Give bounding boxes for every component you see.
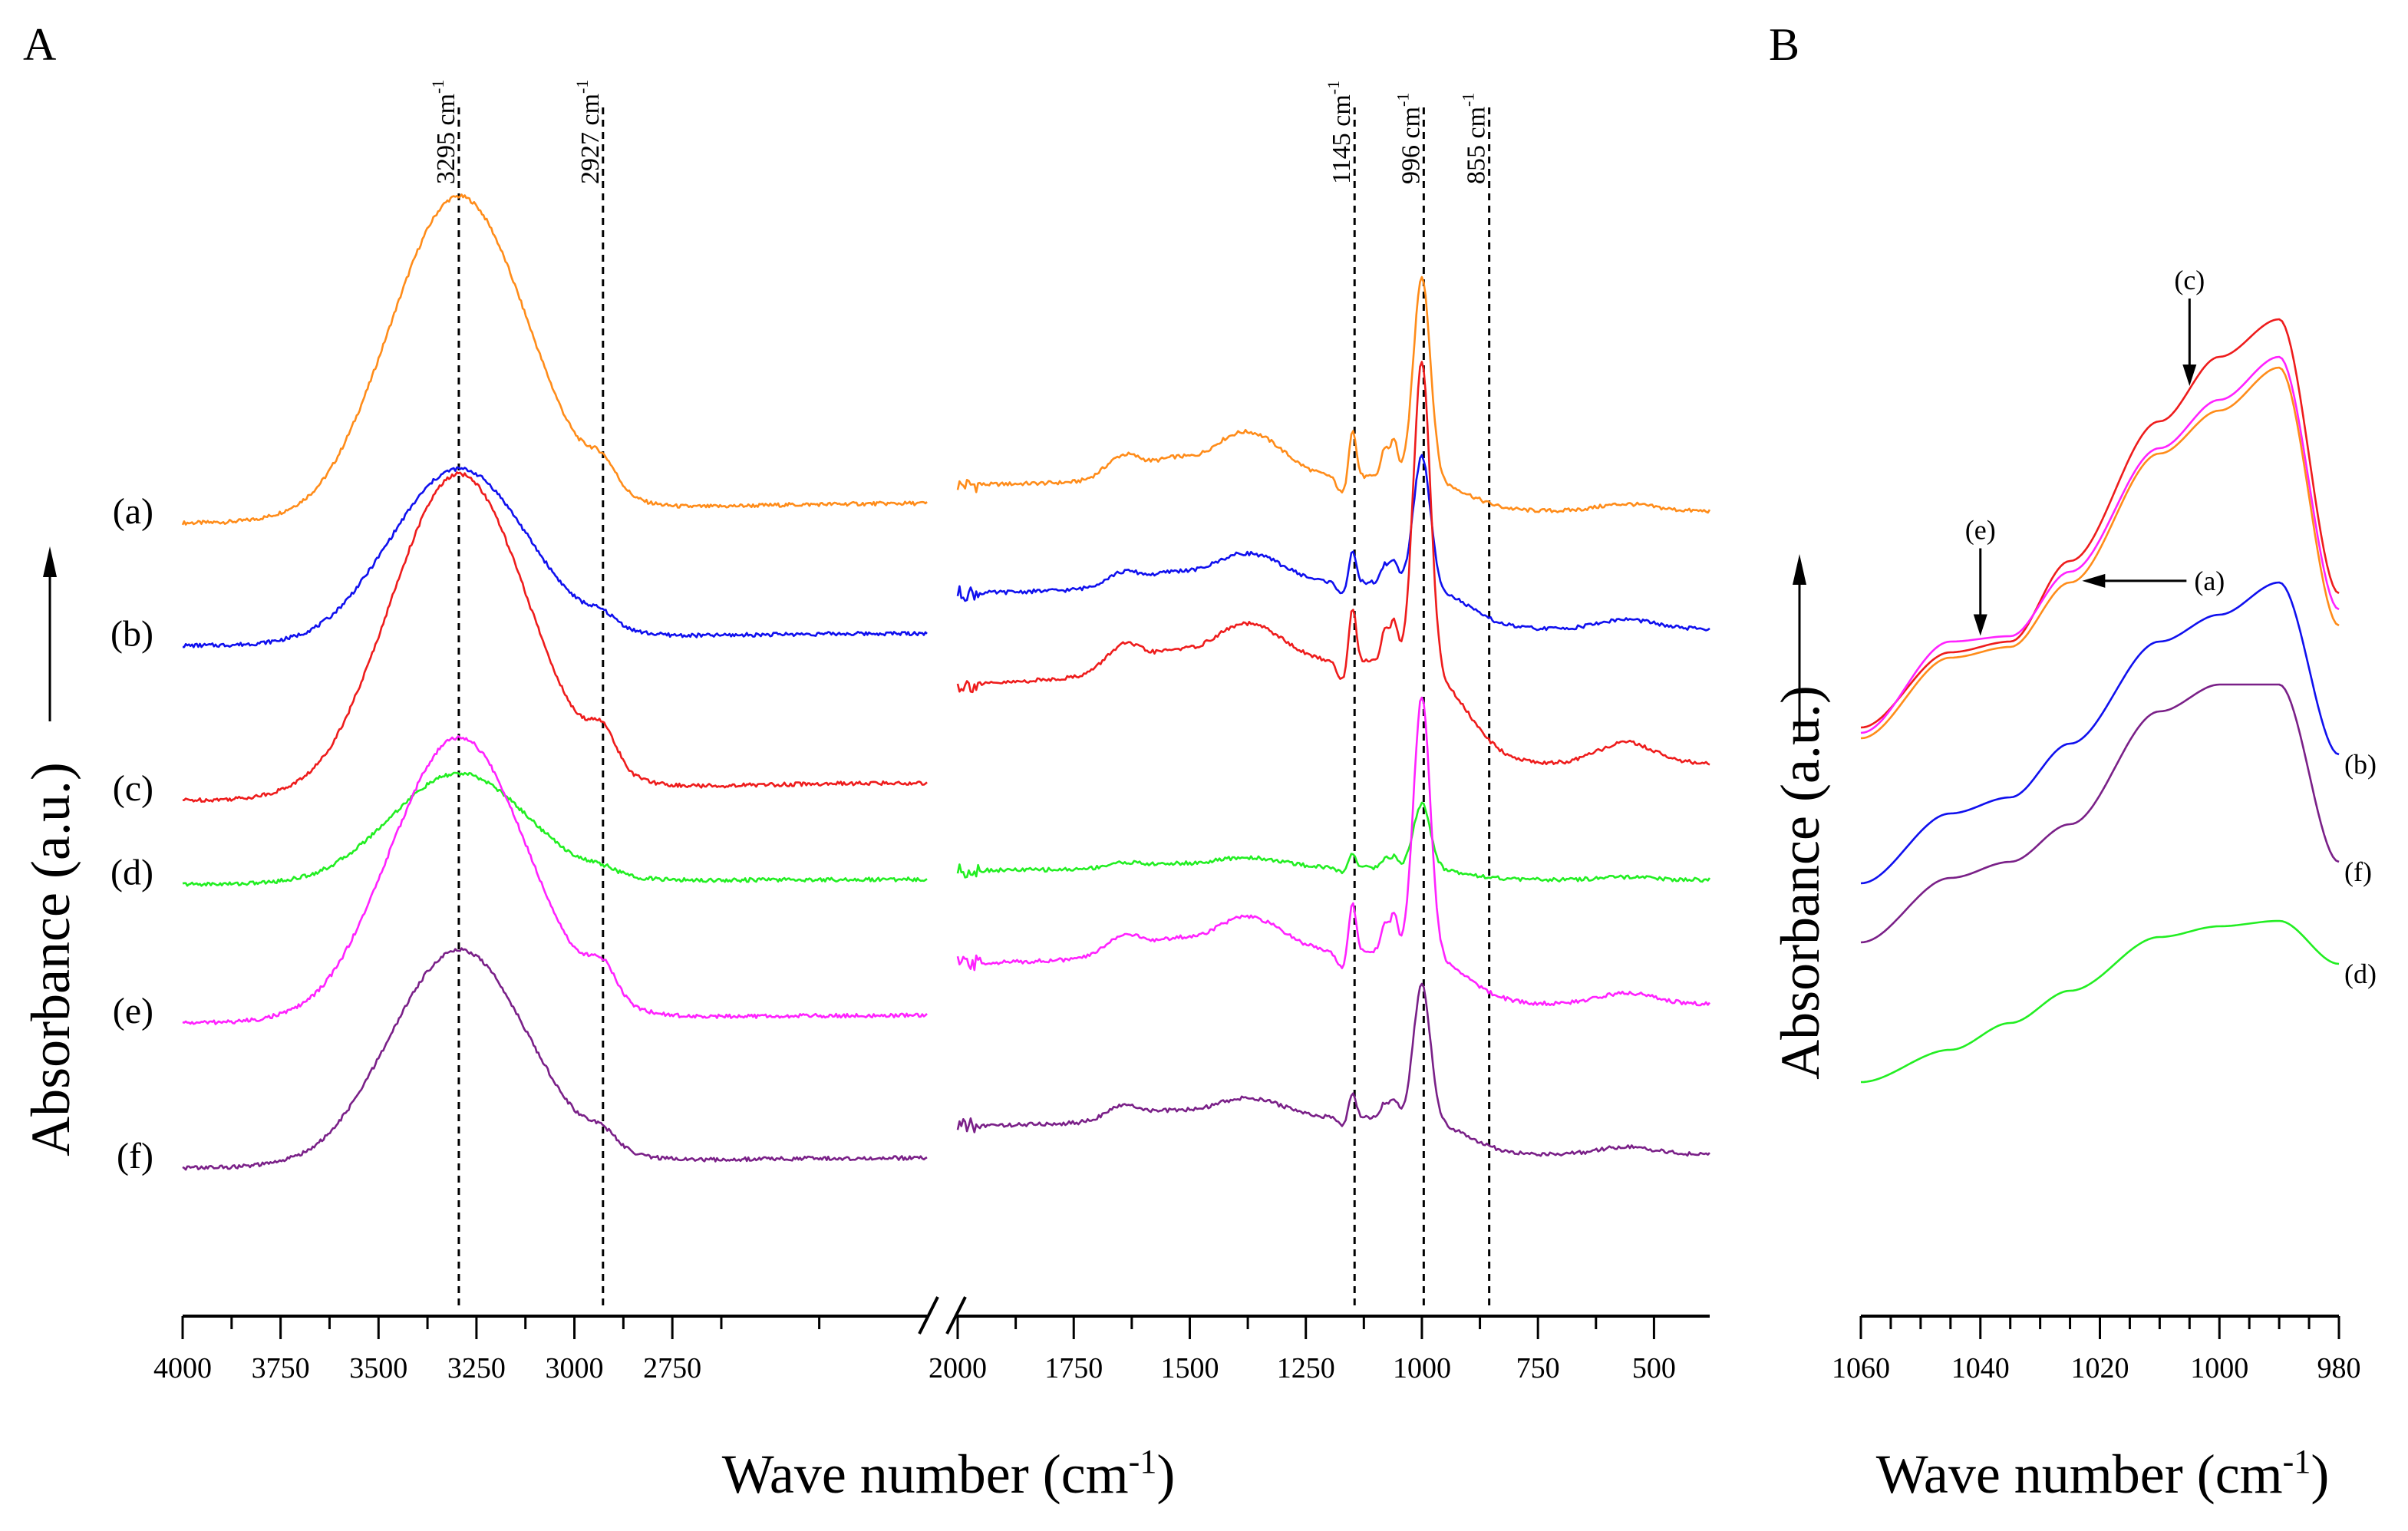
panel-a-series-label-a: (a) [113,491,153,532]
panel-a-series-e-line-low [956,696,1711,1007]
panel-b-series-d-line [1860,919,2340,1084]
panel-a-spectra [181,193,1711,1171]
panel-a-series-c-line-low [956,361,1710,766]
panel-b-annotation-arrowhead-e [1973,614,1987,636]
panel-b-annotations: (c) (e) (a) [1965,265,2225,636]
panel-a-series-label-f: (f) [117,1136,153,1176]
panel-a-series-f-line-high [182,947,928,1171]
panel-b-y-arrow [1793,554,1806,737]
panel-a-tick-label-2000: 2000 [929,1352,987,1384]
ref-label-text-2927: 2927 cm [576,94,605,184]
panel-a-tick-label-4000: 4000 [153,1352,212,1384]
panel-b-tick-label-1020: 1020 [2071,1352,2129,1384]
panel-b-y-axis-title-group: Absorbance (a.u.) [1770,685,1831,1080]
panel-a-series-d-line-low [956,801,1711,883]
panel-a-series-a-line-high [181,193,928,526]
panel-a-series-label-c: (c) [113,768,153,809]
panel-b-spectra [1860,318,2340,1084]
panel-a-x-title-main: Wave number (cm [722,1444,1129,1505]
panel-b-series-label-d: (d) [2344,959,2377,989]
ref-label-sup-996: -1 [1393,93,1412,107]
panel-b-annotation-arrowhead-a [2082,573,2106,588]
panel-b-series-b-line [1860,581,2340,885]
panel-a-x-axis-title: Wave number (cm-1) [722,1443,1176,1505]
panel-a-series-label-d: (d) [111,852,153,893]
panel-a-series-label-e: (e) [113,991,153,1031]
panel-b-series-labels: (b) (f) (d) [2344,749,2377,989]
panel-a-series-label-b: (b) [111,614,153,655]
panel-a-y-arrow [43,546,57,721]
ref-label-1145: 1145 cm-1 [1324,81,1356,184]
panel-b-series-a-line [1860,366,2340,740]
panel-b-x-title-sup: -1 [2283,1443,2311,1480]
panel-a-series-b-line-high [182,466,928,648]
ref-label-text-3295: 3295 cm [432,94,460,184]
ref-label-sup-3295: -1 [428,80,447,94]
panel-b-tick-label-1060: 1060 [1832,1352,1890,1384]
panel-a-series-f-line-low [956,982,1710,1157]
panel-a-y-axis-title: Absorbance (a.u.) [20,762,81,1156]
ref-label-3295: 3295 cm-1 [428,80,460,184]
panel-b-x-axis: 1060 1040 1020 1000 980 [1832,1315,2361,1384]
ref-label-text-855: 855 cm [1463,107,1491,184]
panel-a-series-d-line-high [182,771,928,887]
panel-a-tick-label-1000: 1000 [1393,1352,1451,1384]
panel-b-annotation-e: (e) [1965,515,1996,546]
panel-a-tick-label-750: 750 [1516,1352,1560,1384]
panel-b-tick-label-980: 980 [2317,1352,2361,1384]
ref-label-sup-2927: -1 [572,80,592,94]
panel-b-x-title-main: Wave number (cm [1876,1444,2283,1505]
panel-a-tick-label-2750: 2750 [643,1352,701,1384]
panel-b-series-label-b: (b) [2344,749,2377,780]
panel-a-series-a-line-low [956,276,1711,514]
panel-a-x-title-close: ) [1156,1444,1175,1505]
ref-label-2927: 2927 cm-1 [572,80,605,184]
panel-a-tick-label-1250: 1250 [1277,1352,1335,1384]
panel-letter-a: A [23,19,56,70]
panel-b-series-label-f: (f) [2344,856,2372,887]
panel-a-tick-label-1500: 1500 [1160,1352,1219,1384]
panel-a-tick-label-3500: 3500 [349,1352,407,1384]
panel-a-tick-label-3000: 3000 [546,1352,604,1384]
ref-label-855: 855 cm-1 [1459,93,1491,184]
panel-b-series-f-line [1860,683,2340,944]
panel-a-tick-label-1750: 1750 [1044,1352,1103,1384]
panel-b-annotation-arrowhead-c [2182,365,2197,386]
panel-a-x-title-sup: -1 [1129,1443,1157,1480]
ref-label-sup-1145: -1 [1324,81,1343,94]
panel-a-tick-label-3750: 3750 [252,1352,310,1384]
panel-a-tick-label-500: 500 [1632,1352,1676,1384]
panel-a-x-axis: 4000 3750 3500 3250 3000 2750 2000 1750 1500 1250… [153,1296,1710,1384]
panel-a-series-b-line-low [956,454,1710,632]
ref-label-text-1145: 1145 cm [1328,94,1356,184]
axis-break-mark-1 [918,1296,939,1335]
panel-b-y-axis-title: Absorbance (a.u.) [1770,685,1831,1080]
axis-break-mark-2 [945,1296,967,1335]
panel-b-tick-label-1000: 1000 [2190,1352,2248,1384]
panel-b-tick-label-1040: 1040 [1951,1352,2010,1384]
panel-b-x-title-close: ) [2311,1444,2329,1505]
panel-a-series-e-line-high [182,735,928,1025]
panel-b-annotation-c: (c) [2174,265,2205,295]
panel-a-tick-label-3250: 3250 [447,1352,506,1384]
panel-a-y-axis-title-group: Absorbance (a.u.) [20,762,81,1156]
panel-letter-b: B [1769,19,1799,70]
panel-b-annotation-a: (a) [2194,566,2225,596]
ref-label-sup-855: -1 [1459,93,1478,107]
ref-label-text-996: 996 cm [1397,107,1425,184]
panel-b-series-e-line [1860,355,2340,734]
ref-label-996: 996 cm-1 [1393,93,1425,184]
panel-b-series-c-line [1860,318,2340,729]
panel-a-series-labels: (a) (b) (c) (d) (e) (f) [111,491,153,1176]
panel-b-x-axis-title: Wave number (cm-1) [1876,1443,2330,1505]
panel-a-series-c-line-high [182,471,928,803]
